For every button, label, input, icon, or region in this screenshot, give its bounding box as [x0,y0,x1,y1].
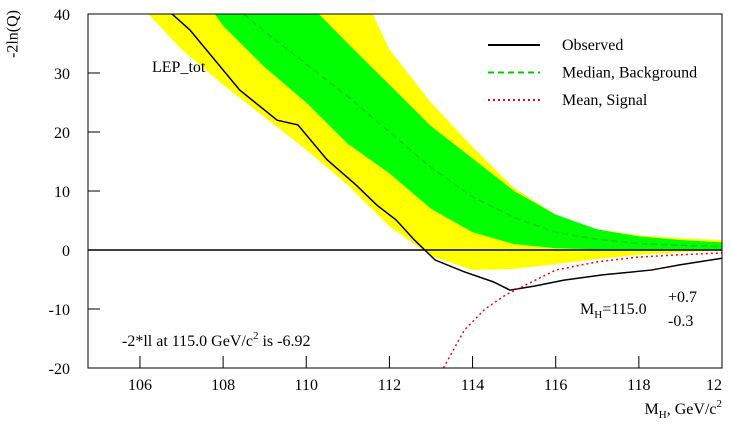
x-tick-label: 108 [211,377,235,394]
result-sup: 2 [253,330,259,342]
axes: -20 -10 0 10 20 30 40 106 108 110 112 114 116 118 12 [49,7,723,394]
mass-prefix: M [580,301,594,318]
y-tick-label: 30 [54,66,70,83]
y-tick-label: -20 [49,361,70,378]
series-line [243,14,722,248]
y-tick-label: 20 [54,125,70,142]
y-tick-label: -10 [49,302,70,319]
annotation-result: -2*ll at 115.0 GeV/c2 is -6.92 [122,330,310,350]
legend-label: Observed [562,37,623,54]
x-tick-label: 106 [128,377,152,394]
band [214,14,722,250]
x-label-sup: 2 [717,398,723,410]
x-tick-label: 12 [706,377,722,394]
mass-up: +0.7 [668,289,697,306]
mass-text: =115.0 [602,301,646,318]
y-tick-label: 0 [62,243,70,260]
legend: Observed Median, Background Mean, Signal [488,37,697,109]
x-tick-label: 118 [627,377,650,394]
x-label-rest: , GeV/c [667,401,717,418]
y-tick-label: 40 [54,7,70,24]
plot-area [88,14,722,368]
x-tick-label: 110 [295,377,318,394]
x-axis-label: MH, GeV/c2 [645,398,722,421]
series-line [171,14,722,291]
y-axis-label: -2ln(Q) [5,10,22,58]
result-tail: is -6.92 [258,333,310,350]
legend-label: Mean, Signal [562,92,648,109]
legend-label: Median, Background [562,65,697,82]
x-tick-label: 112 [378,377,401,394]
y-tick-label: 10 [54,184,70,201]
result-text: -2*ll at 115.0 GeV/c [122,333,253,350]
x-tick-label: 114 [461,377,484,394]
x-label-main: M [645,401,659,418]
annotation-mass: MH=115.0 [580,301,647,321]
x-label-sub: H [659,409,667,421]
annotation-label: LEP_tot [152,59,206,76]
mass-sub: H [594,309,602,321]
x-tick-label: 116 [544,377,567,394]
mass-down: -0.3 [668,313,693,330]
